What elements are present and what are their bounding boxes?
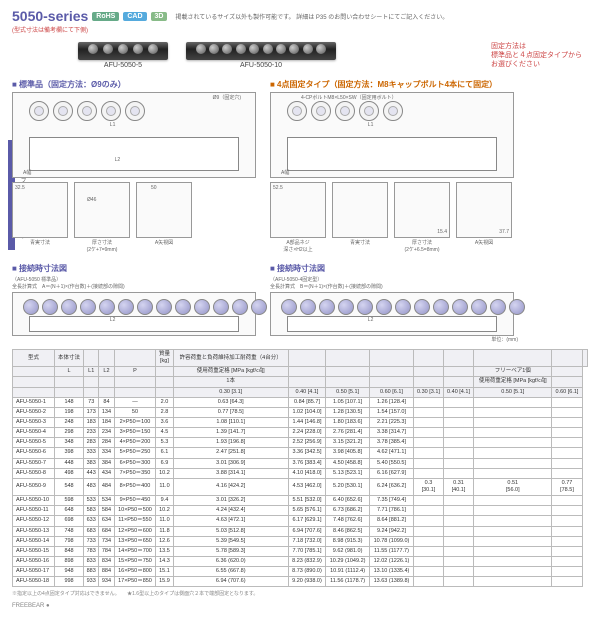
drawing-std-thick: Ø46 — [74, 182, 130, 238]
photo-afu5050-10 — [186, 42, 336, 60]
drawing-std: Ø9（固定穴) L1 A幅 L2 — [12, 92, 256, 178]
drawing-fix4-tap: 52.5 — [270, 182, 326, 238]
header-note: 掲載されているサイズ以外も製作可能です。 詳細は P35 のお問い合わせシートに… — [175, 12, 448, 21]
drawing-fix4-thick: 15.4 — [394, 182, 450, 238]
drawing-conn2: L2 — [270, 292, 514, 336]
3d-badge: 3D — [151, 12, 168, 21]
table-foot: ※指定以上の4点固定タイプ対応はできません。 ★1.6型以上のタイプは側面穴２本… — [12, 590, 588, 597]
conn2-title: ■ 接続時寸法図 — [270, 264, 325, 273]
drawing-std-front: 32.5 — [12, 182, 68, 238]
photo-afu5050-5 — [78, 42, 168, 60]
series-title: 5050-series — [12, 8, 88, 24]
drawing-conn: L2 — [12, 292, 256, 336]
fix-note: 固定方法は 標準品と４点固定タイプから お選びください — [491, 42, 582, 69]
drawing-fix4-front — [332, 182, 388, 238]
fix4-title: ■ 4点固定タイプ（固定方法：M8キャップボルト4本にて固定） — [270, 80, 497, 89]
cad-badge: CAD — [123, 12, 146, 21]
drawing-std-arrow: 50 — [136, 182, 192, 238]
std-title: ■ 標準品（固定方法：Ø9のみ） — [12, 80, 126, 89]
conn-title: ■ 接続時寸法図 — [12, 264, 67, 273]
header-sub: (型式寸法は備考欄にて下側) — [12, 25, 588, 34]
spec-table: 型式本体寸法質量 [kg]許容荷重と負荷維持加工耐荷重（4台分）LL1L2P使用… — [12, 349, 588, 587]
drawing-fix4: 4-CPボルトM8×L50×SW（固定用ボルト） L1 A幅 — [270, 92, 514, 178]
page-number: FREEBEAR ● — [12, 603, 588, 609]
rohs-badge: RoHS — [92, 12, 119, 21]
drawing-fix4-arrow: 37.7 — [456, 182, 512, 238]
